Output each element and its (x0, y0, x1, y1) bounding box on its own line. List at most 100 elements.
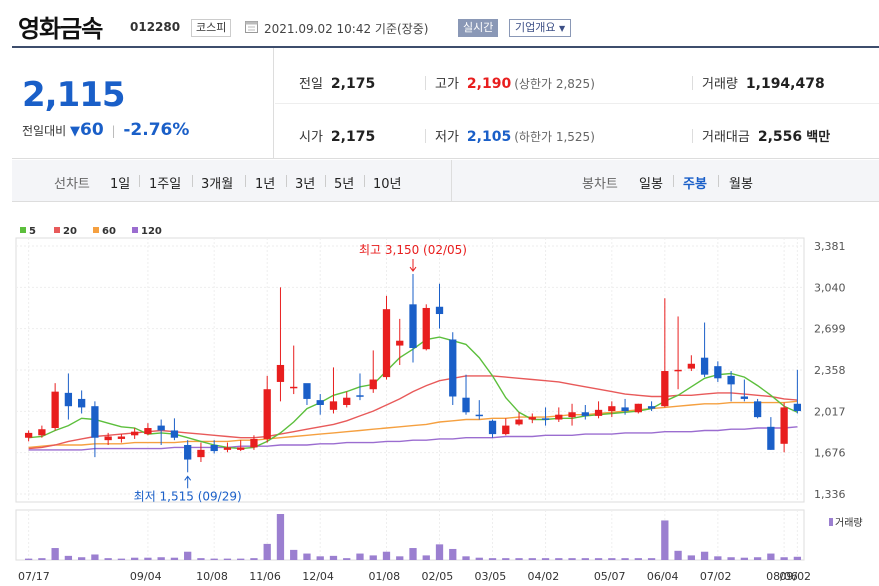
divider (425, 129, 426, 143)
x-tick-label: 09/04 (130, 570, 162, 583)
volume-value: 1,194,478 (745, 76, 825, 92)
price-summary: 2,115 전일대비 ▼60 | -2.76% 전일 2,175 고가 2,190(… (12, 46, 879, 159)
volume-bar (24, 558, 33, 560)
legend-ma5: 5 (20, 226, 36, 237)
range-1w[interactable]: 1주일 (149, 177, 182, 192)
price-grid (15, 237, 805, 503)
candle-body (316, 400, 324, 405)
amount-value: 2,556 (757, 129, 803, 145)
y-tick-label: 2,699 (814, 323, 846, 336)
company-info-dropdown[interactable]: 기업개요 ▼ (509, 19, 572, 37)
volume-bar (634, 558, 642, 560)
x-tick-label: 05/07 (594, 570, 626, 583)
x-tick-label: 07/02 (700, 570, 732, 583)
moving-averages (28, 336, 798, 451)
volume-bar (290, 549, 298, 560)
volume-legend-label: 거래량 (835, 517, 863, 529)
volume-bar (409, 548, 417, 560)
amount-label: 거래대금 (702, 130, 750, 145)
volume-bar (38, 558, 46, 560)
lower-limit: (하한가 1,525) (514, 130, 595, 144)
low-annotation: 최저 1,515 (09/29) (134, 489, 242, 503)
high-price: 고가 2,190 (상한가 2,825) (435, 73, 595, 92)
volume-bar (568, 558, 576, 560)
period-monthly[interactable]: 월봉 (729, 177, 753, 192)
volume-bar (329, 555, 338, 560)
period-weekly[interactable]: 주봉 (683, 177, 707, 192)
candle-body (780, 407, 788, 444)
volume-bar (475, 557, 483, 560)
candle-body (343, 397, 351, 405)
row-divider (275, 103, 879, 104)
candle-body (488, 420, 497, 435)
candle-body (276, 364, 285, 382)
range-5y[interactable]: 5년 (334, 177, 355, 192)
y-tick-label: 1,336 (814, 488, 846, 501)
candle-body (369, 379, 377, 390)
candle-body (449, 339, 457, 397)
price-axis: 3,381 3,040 2,699 2,358 2,017 1,676 1,336 (814, 240, 846, 501)
volume-bar (117, 558, 126, 560)
annotations: 최고 3,150 (02/05) 최저 1,515 (09/29) (134, 243, 467, 503)
quote-datetime: 2021.09.02 10:42 기준(장중) (264, 22, 429, 36)
range-10y[interactable]: 10년 (373, 177, 402, 192)
high-value: 2,190 (466, 76, 512, 92)
range-1y[interactable]: 1년 (255, 177, 276, 192)
divider (245, 175, 246, 187)
volume-bar (555, 558, 563, 560)
period-daily[interactable]: 일봉 (639, 177, 663, 192)
high-arrow-icon (409, 259, 417, 272)
volume-bar (157, 557, 165, 560)
volume-bar (184, 551, 192, 560)
stock-name: 영화금속 (18, 15, 103, 43)
x-tick-label: 09/02 (779, 570, 811, 583)
ma5-line (28, 336, 798, 450)
range-1d[interactable]: 1일 (110, 177, 131, 192)
calendar-icon (245, 21, 258, 33)
candle-body (117, 436, 126, 439)
volume-bar (661, 520, 669, 560)
candle-body (581, 412, 589, 416)
candle-body (382, 309, 391, 378)
candle-body (714, 366, 722, 379)
candle-body (104, 436, 112, 441)
x-tick-label: 01/08 (368, 570, 400, 583)
candle-body (700, 357, 709, 375)
candles (24, 274, 802, 473)
volume-bar (515, 558, 523, 560)
y-tick-label: 3,040 (814, 281, 846, 294)
x-tick-label: 10/08 (196, 570, 228, 583)
range-3m[interactable]: 3개월 (201, 177, 234, 192)
current-price-panel: 2,115 전일대비 ▼60 | -2.76% (12, 48, 274, 159)
candle-body (793, 403, 802, 412)
ma20-line (28, 375, 798, 450)
volume-bar (131, 557, 139, 560)
volume: 거래량 1,194,478 (702, 73, 825, 92)
volume-bar (144, 557, 152, 560)
candle-body (184, 445, 192, 460)
low-value: 2,105 (466, 129, 512, 145)
range-3y[interactable]: 3년 (295, 177, 316, 192)
volume-bars: 거래량 (24, 514, 863, 560)
candle-body (223, 447, 232, 450)
volume-bar (51, 548, 59, 560)
candle-body (435, 306, 444, 315)
candle-body (250, 438, 258, 448)
ma120-swatch (132, 227, 138, 233)
candle-chart-label: 봉차트 (582, 177, 618, 192)
upper-limit: (상한가 2,825) (514, 77, 595, 91)
divider (692, 129, 693, 143)
candle-body (237, 447, 245, 450)
x-tick-label: 02/05 (422, 570, 454, 583)
volume-bar (594, 558, 603, 560)
realtime-button[interactable]: 실시간 (458, 19, 499, 37)
divider (192, 175, 193, 187)
x-tick-label: 12/04 (302, 570, 334, 583)
legend-ma20: 20 (54, 226, 77, 237)
volume-bar (303, 553, 311, 560)
legend-ma120-label: 120 (141, 226, 162, 237)
ma60-line (28, 400, 798, 449)
legend-ma60-label: 60 (102, 226, 116, 237)
volume-label: 거래량 (702, 77, 738, 92)
volume-bar (422, 555, 430, 560)
